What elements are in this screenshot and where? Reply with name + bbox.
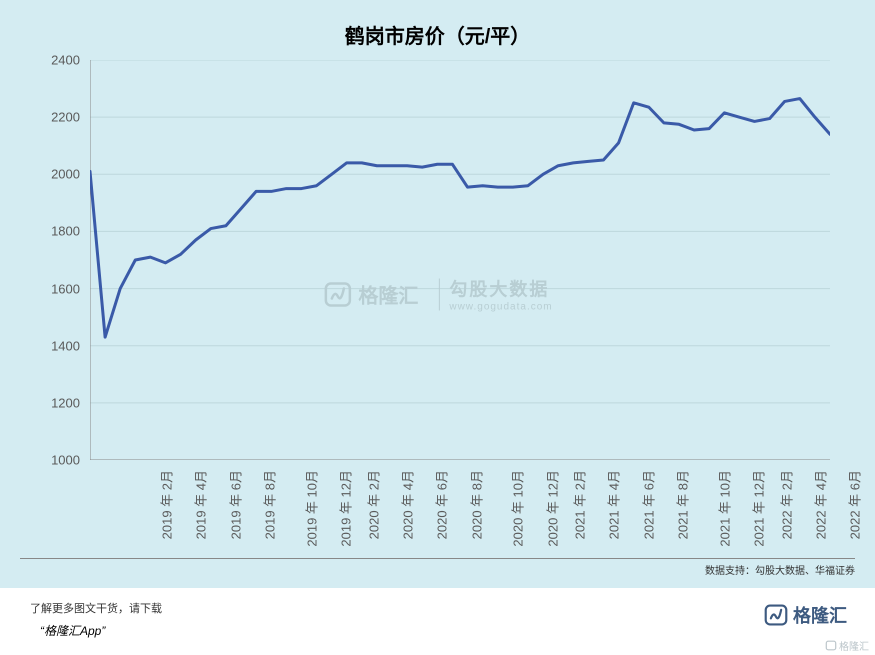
x-tick-label: 2019 年 2月 (156, 470, 175, 539)
footer-text-1: 了解更多图文干货，请下载 (30, 600, 162, 616)
footer-text-2: “格隆汇App” (40, 622, 105, 639)
corner-watermark: 格隆汇 (825, 638, 869, 653)
footer-logo-text: 格隆汇 (793, 602, 847, 628)
y-tick-label: 2400 (40, 53, 80, 68)
x-tick-label: 2019 年 4月 (191, 470, 210, 539)
y-tick-label: 1600 (40, 281, 80, 296)
x-tick-label: 2020 年 10月 (508, 470, 527, 547)
data-support-divider (20, 558, 855, 559)
x-tick-label: 2020 年 8月 (466, 470, 485, 539)
x-tick-label: 2019 年 8月 (260, 470, 279, 539)
x-tick-label: 2019 年 10月 (301, 470, 320, 547)
x-tick-label: 2020 年 12月 (542, 470, 561, 547)
x-tick-label: 2022 年 6月 (845, 470, 864, 539)
footer: 了解更多图文干货，请下载 “格隆汇App” 格隆汇 (0, 588, 875, 655)
x-tick-label: 2021 年 12月 (749, 470, 768, 547)
y-tick-label: 2000 (40, 167, 80, 182)
y-tick-label: 2200 (40, 110, 80, 125)
y-tick-label: 1200 (40, 395, 80, 410)
y-tick-label: 1800 (40, 224, 80, 239)
x-tick-label: 2022 年 4月 (810, 470, 829, 539)
x-tick-label: 2019 年 12月 (336, 470, 355, 547)
chart-title: 鹤岗市房价（元/平） (0, 20, 875, 49)
y-tick-label: 1400 (40, 338, 80, 353)
x-tick-label: 2021 年 8月 (673, 470, 692, 539)
corner-watermark-text: 格隆汇 (839, 638, 869, 653)
chart-svg (90, 60, 830, 460)
x-tick-label: 2021 年 6月 (638, 470, 657, 539)
x-tick-label: 2021 年 10月 (714, 470, 733, 547)
x-tick-label: 2020 年 4月 (397, 470, 416, 539)
x-tick-label: 2021 年 2月 (569, 470, 588, 539)
x-tick-label: 2022 年 2月 (776, 470, 795, 539)
footer-logo: 格隆汇 (763, 602, 847, 628)
y-tick-label: 1000 (40, 453, 80, 468)
x-tick-label: 2020 年 2月 (363, 470, 382, 539)
x-tick-label: 2021 年 4月 (604, 470, 623, 539)
chart-area: 鹤岗市房价（元/平） 格隆汇 勾股大数据 www.gogudata.com 数据… (0, 0, 875, 588)
x-tick-label: 2020 年 6月 (432, 470, 451, 539)
x-tick-label: 2019 年 6月 (225, 470, 244, 539)
data-support-text: 数据支持：勾股大数据、华福证券 (705, 562, 855, 577)
